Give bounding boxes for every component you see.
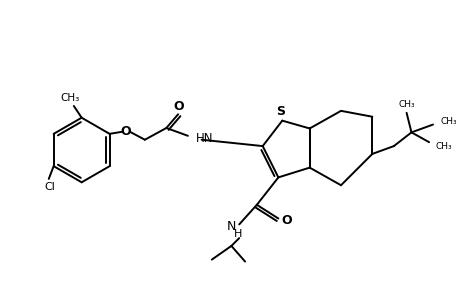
Text: CH₃: CH₃: [397, 100, 414, 109]
Text: Cl: Cl: [44, 182, 55, 192]
Text: HN: HN: [196, 132, 213, 145]
Text: CH₃: CH₃: [60, 93, 79, 103]
Text: N: N: [226, 220, 235, 233]
Text: CH₃: CH₃: [435, 142, 452, 151]
Text: O: O: [174, 100, 184, 113]
Text: H: H: [234, 229, 242, 239]
Text: S: S: [275, 105, 284, 118]
Text: O: O: [120, 125, 130, 138]
Text: O: O: [280, 214, 291, 227]
Text: CH₃: CH₃: [440, 117, 456, 126]
